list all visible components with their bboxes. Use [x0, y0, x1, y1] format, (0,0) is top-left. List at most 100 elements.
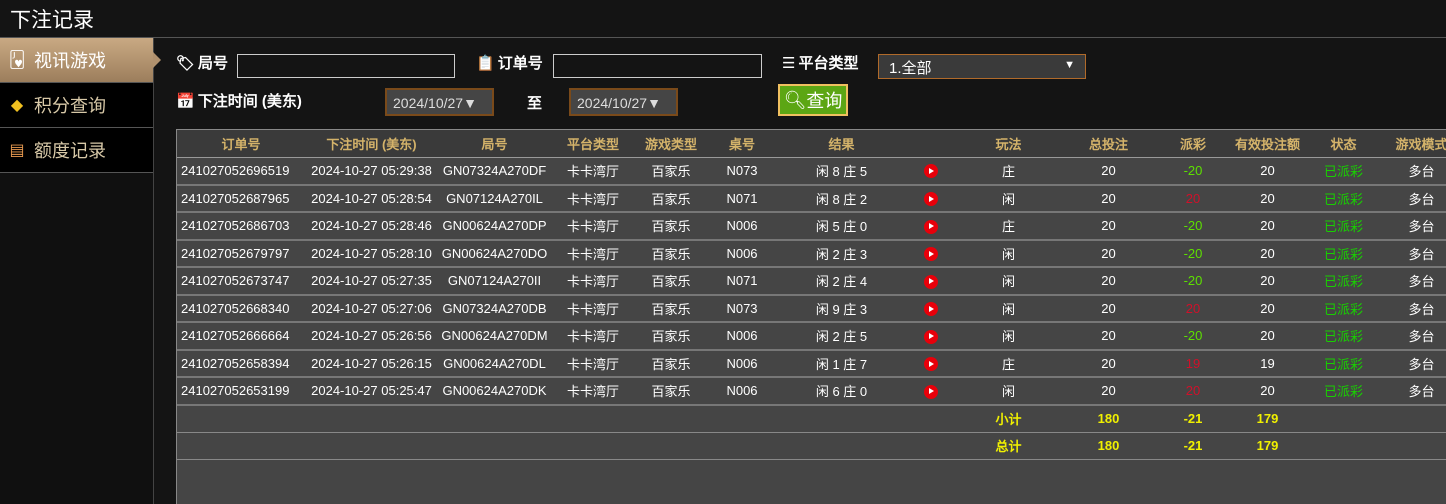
table-cell: -21: [1156, 432, 1230, 460]
table-cell: 20: [1230, 212, 1305, 241]
date-from-picker[interactable]: 2024/10/27▼: [385, 88, 494, 116]
table-cell: 闲 8 庄 2: [777, 184, 906, 213]
play-video-icon[interactable]: [924, 164, 938, 179]
table-cell: [551, 432, 635, 460]
table-cell: 20: [1061, 322, 1156, 351]
table-cell: GN00624A270DP: [438, 212, 551, 241]
table-cell: 庄: [956, 212, 1061, 241]
play-video-icon[interactable]: [924, 329, 938, 344]
table-row: 241027052666664 2024-10-27 05:26:56 GN0062…: [177, 322, 1446, 351]
sidebar: 🂻 视讯游戏 ◆ 积分查询 ▤ 额度记录: [0, 38, 161, 504]
play-video-icon[interactable]: [924, 274, 938, 289]
table-cell: [777, 432, 906, 460]
table-cell: 卡卡湾厅: [551, 239, 635, 268]
table-cell: 已派彩: [1305, 294, 1382, 323]
sidebar-item-label: 视讯游戏: [34, 51, 106, 71]
table-cell: 多台: [1382, 322, 1446, 351]
table-cell: 多台: [1382, 267, 1446, 296]
platform-label: ☰ 平台类型: [782, 52, 858, 73]
table-row: 241027052668340 2024-10-27 05:27:06 GN0732…: [177, 294, 1446, 323]
table-cell: GN07324A270DB: [438, 294, 551, 323]
table-cell: [906, 404, 956, 433]
page-title: 下注记录: [10, 9, 94, 32]
table-cell: GN00624A270DL: [438, 349, 551, 378]
divider: [0, 37, 1446, 38]
table-cell: N006: [707, 349, 777, 378]
column-header: 游戏类型: [635, 130, 707, 158]
table-cell: 20: [1061, 184, 1156, 213]
column-header: 有效投注额: [1230, 130, 1305, 158]
sidebar-item-live-games[interactable]: 🂻 视讯游戏: [0, 38, 161, 83]
table-cell: 20: [1061, 267, 1156, 296]
date-to-picker[interactable]: 2024/10/27▼: [569, 88, 678, 116]
table-cell: 闲 6 庄 0: [777, 377, 906, 406]
table-cell: 20: [1230, 294, 1305, 323]
play-video-icon[interactable]: [924, 357, 938, 372]
table-cell: 卡卡湾厅: [551, 322, 635, 351]
table-cell: [1305, 432, 1382, 460]
cards-icon: 🂻: [8, 52, 26, 69]
table-cell: 多台: [1382, 239, 1446, 268]
table-cell: 闲: [956, 294, 1061, 323]
table-cell: -20: [1156, 212, 1230, 241]
table-cell: 20: [1061, 239, 1156, 268]
platform-select[interactable]: 1.全部 ▼: [878, 54, 1086, 79]
table-cell: [438, 432, 551, 460]
table-cell: 已派彩: [1305, 377, 1382, 406]
calendar-icon: 📅: [176, 92, 195, 110]
table-cell: 闲: [956, 184, 1061, 213]
table-cell: [707, 432, 777, 460]
table-cell: N006: [707, 212, 777, 241]
table-cell: 180: [1061, 404, 1156, 433]
table-cell: 小计: [956, 404, 1061, 433]
table-cell: GN00624A270DO: [438, 239, 551, 268]
table-row: 241027052679797 2024-10-27 05:28:10 GN0062…: [177, 239, 1446, 268]
to-label: 至: [527, 95, 543, 112]
play-video-icon[interactable]: [924, 219, 938, 234]
table-row: 241027052658394 2024-10-27 05:26:15 GN0062…: [177, 349, 1446, 378]
replay-cell: [906, 157, 956, 186]
table-cell: GN07124A270II: [438, 267, 551, 296]
order-input[interactable]: [553, 54, 762, 78]
table-cell: 2024-10-27 05:27:35: [305, 267, 438, 296]
diamond-icon: ◆: [10, 97, 24, 114]
play-video-icon[interactable]: [924, 384, 938, 399]
table-cell: [177, 432, 305, 460]
sidebar-item-points[interactable]: ◆ 积分查询: [0, 83, 153, 128]
table-cell: 卡卡湾厅: [551, 377, 635, 406]
replay-cell: [906, 184, 956, 213]
play-video-icon[interactable]: [924, 302, 938, 317]
table-cell: 已派彩: [1305, 322, 1382, 351]
table-cell: 总计: [956, 432, 1061, 460]
table-cell: 百家乐: [635, 157, 707, 186]
column-header: 订单号: [177, 130, 305, 158]
table-cell: 179: [1230, 432, 1305, 460]
replay-cell: [906, 239, 956, 268]
table-cell: 闲 9 庄 3: [777, 294, 906, 323]
table-cell: [1382, 432, 1446, 460]
query-button[interactable]: 🔍︎ 查询: [778, 84, 848, 116]
sidebar-item-credit[interactable]: ▤ 额度记录: [0, 128, 153, 173]
table-cell: [305, 404, 438, 433]
table-cell: N071: [707, 267, 777, 296]
table-cell: 卡卡湾厅: [551, 267, 635, 296]
table-cell: N006: [707, 322, 777, 351]
table-cell: 庄: [956, 349, 1061, 378]
play-video-icon[interactable]: [924, 192, 938, 207]
table-cell: [438, 404, 551, 433]
table-cell: 241027052668340: [177, 294, 305, 323]
column-header: 平台类型: [551, 130, 635, 158]
table-cell: 闲: [956, 239, 1061, 268]
document-icon: ▤: [9, 142, 25, 159]
label-text: 局号: [198, 55, 229, 72]
play-video-icon[interactable]: [924, 247, 938, 262]
table-cell: 百家乐: [635, 212, 707, 241]
table-cell: 241027052673747: [177, 267, 305, 296]
order-label: 📋 订单号: [476, 52, 543, 73]
table-cell: [1382, 404, 1446, 433]
table-cell: 已派彩: [1305, 157, 1382, 186]
table-cell: 百家乐: [635, 184, 707, 213]
round-input[interactable]: [237, 54, 455, 78]
table-cell: N071: [707, 184, 777, 213]
table-cell: [305, 432, 438, 460]
